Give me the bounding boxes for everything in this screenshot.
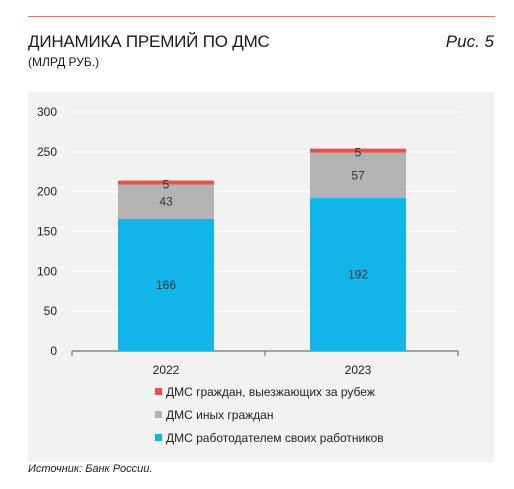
y-tick-label: 250: [37, 145, 57, 159]
y-tick-label: 50: [44, 304, 58, 318]
y-tick-label: 0: [50, 344, 57, 358]
data-label: 5: [163, 178, 170, 192]
data-label: 5: [355, 146, 362, 160]
bar-segment: [310, 152, 406, 199]
bar-segment: [118, 184, 214, 219]
bar-segment: [118, 180, 214, 185]
legend-swatch: [155, 388, 162, 395]
legend-label: ДМС работодателем своих работников: [166, 431, 384, 445]
bar-segment: [310, 198, 406, 351]
bar-segment: [118, 218, 214, 351]
source-note: Источник: Банк России.: [28, 463, 153, 475]
top-rule: [28, 16, 495, 17]
data-label: 43: [159, 195, 173, 209]
y-tick-label: 300: [37, 105, 57, 119]
y-tick-label: 200: [37, 185, 57, 199]
data-label: 57: [351, 168, 365, 182]
chart-title: ДИНАМИКА ПРЕМИЙ ПО ДМС: [28, 32, 270, 51]
chart-subtitle: (МЛРД РУБ.): [28, 55, 100, 69]
y-tick-label: 100: [37, 264, 57, 278]
plot-background: [28, 92, 494, 462]
data-label: 166: [156, 278, 176, 292]
y-tick-label: 150: [37, 225, 57, 239]
x-tick-label: 2023: [345, 363, 372, 377]
x-tick-label: 2022: [153, 363, 180, 377]
figure-label: Рис. 5: [445, 32, 494, 51]
bar-segment: [310, 148, 406, 153]
data-label: 192: [348, 268, 368, 282]
legend-label: ДМС иных граждан: [166, 408, 273, 422]
legend-label: ДМС граждан, выезжающих за рубеж: [166, 385, 375, 399]
legend-swatch: [155, 434, 162, 441]
legend-swatch: [155, 411, 162, 418]
